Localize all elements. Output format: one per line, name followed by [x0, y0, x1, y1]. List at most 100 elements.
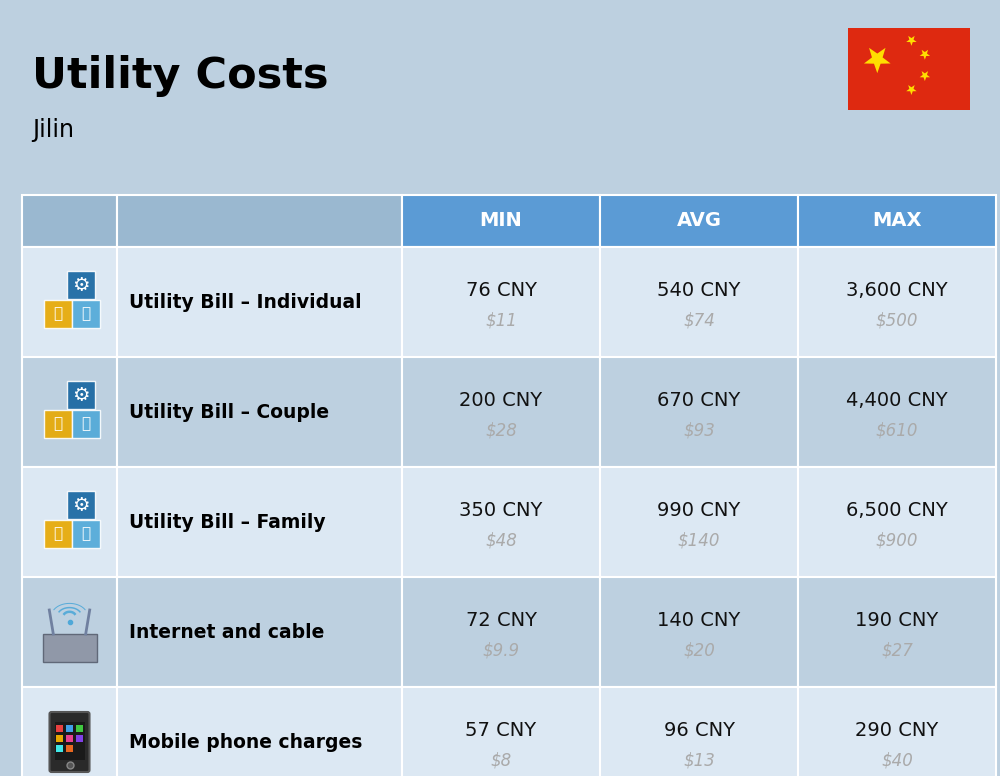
Text: 290 CNY: 290 CNY — [855, 720, 939, 740]
Text: ⚙: ⚙ — [72, 275, 89, 295]
Bar — [22, 247, 117, 357]
Polygon shape — [920, 71, 930, 81]
Bar — [42, 634, 96, 662]
Text: $48: $48 — [485, 531, 517, 549]
Text: 🔌: 🔌 — [54, 417, 63, 431]
Bar — [22, 195, 117, 247]
Text: $27: $27 — [881, 641, 913, 659]
Bar — [67, 491, 95, 519]
Bar — [56, 735, 63, 742]
Text: $13: $13 — [683, 751, 715, 769]
Text: 190 CNY: 190 CNY — [855, 611, 939, 629]
Text: MAX: MAX — [872, 212, 922, 230]
Text: 200 CNY: 200 CNY — [459, 390, 543, 410]
Bar — [117, 247, 402, 357]
Polygon shape — [906, 36, 917, 46]
Text: $610: $610 — [876, 421, 918, 439]
Bar — [402, 357, 600, 467]
Bar — [798, 687, 996, 776]
Bar — [402, 247, 600, 357]
Bar — [44, 300, 72, 328]
Bar — [798, 247, 996, 357]
Bar — [798, 195, 996, 247]
Bar — [67, 381, 95, 409]
Text: 3,600 CNY: 3,600 CNY — [846, 280, 948, 300]
Bar — [66, 725, 73, 732]
Bar — [22, 467, 117, 577]
Bar — [117, 687, 402, 776]
Bar — [600, 467, 798, 577]
Bar — [117, 577, 402, 687]
Text: $900: $900 — [876, 531, 918, 549]
Text: 140 CNY: 140 CNY — [657, 611, 741, 629]
Text: Jilin: Jilin — [32, 118, 74, 142]
Bar — [44, 520, 72, 548]
Text: $40: $40 — [881, 751, 913, 769]
Bar — [402, 195, 600, 247]
Text: ⚙: ⚙ — [72, 386, 89, 405]
Text: 990 CNY: 990 CNY — [657, 501, 741, 519]
Text: 🔧: 🔧 — [82, 307, 91, 321]
Text: 6,500 CNY: 6,500 CNY — [846, 501, 948, 519]
Bar — [56, 725, 63, 732]
Text: 🔧: 🔧 — [82, 526, 91, 542]
Text: 540 CNY: 540 CNY — [657, 280, 741, 300]
Text: $9.9: $9.9 — [482, 641, 520, 659]
Text: $8: $8 — [490, 751, 512, 769]
Bar — [848, 28, 970, 110]
Text: Utility Bill – Couple: Utility Bill – Couple — [129, 403, 329, 421]
Bar — [600, 247, 798, 357]
Text: 🔌: 🔌 — [54, 307, 63, 321]
Bar — [72, 300, 100, 328]
Text: $74: $74 — [683, 311, 715, 329]
Bar — [56, 744, 63, 751]
Bar — [67, 271, 95, 300]
Bar — [66, 735, 73, 742]
Text: 670 CNY: 670 CNY — [657, 390, 741, 410]
Bar — [117, 467, 402, 577]
Bar — [600, 357, 798, 467]
Text: 57 CNY: 57 CNY — [465, 720, 537, 740]
Bar — [76, 725, 83, 732]
Text: 96 CNY: 96 CNY — [664, 720, 734, 740]
Bar — [798, 467, 996, 577]
Text: AVG: AVG — [676, 212, 722, 230]
Text: $140: $140 — [678, 531, 720, 549]
Bar — [402, 467, 600, 577]
Text: MIN: MIN — [480, 212, 522, 230]
Bar — [600, 195, 798, 247]
Text: $28: $28 — [485, 421, 517, 439]
Bar — [72, 520, 100, 548]
Text: 72 CNY: 72 CNY — [466, 611, 536, 629]
Polygon shape — [906, 85, 917, 95]
Text: $93: $93 — [683, 421, 715, 439]
Bar — [72, 410, 100, 438]
Bar — [402, 687, 600, 776]
Text: 350 CNY: 350 CNY — [459, 501, 543, 519]
Bar — [600, 577, 798, 687]
Bar — [600, 687, 798, 776]
Text: $500: $500 — [876, 311, 918, 329]
Bar — [117, 195, 402, 247]
Bar — [66, 744, 73, 751]
Bar — [798, 357, 996, 467]
Bar — [117, 357, 402, 467]
Polygon shape — [920, 50, 930, 60]
Bar — [44, 410, 72, 438]
Bar — [22, 687, 117, 776]
FancyBboxPatch shape — [50, 712, 90, 772]
Bar — [22, 577, 117, 687]
Bar — [54, 722, 84, 760]
Text: Utility Costs: Utility Costs — [32, 55, 328, 97]
Text: 4,400 CNY: 4,400 CNY — [846, 390, 948, 410]
Bar — [798, 577, 996, 687]
Text: ⚙: ⚙ — [72, 496, 89, 514]
Bar — [76, 735, 83, 742]
Text: Utility Bill – Family: Utility Bill – Family — [129, 512, 326, 532]
Text: 🔌: 🔌 — [54, 526, 63, 542]
Text: Utility Bill – Individual: Utility Bill – Individual — [129, 293, 362, 311]
Bar — [402, 577, 600, 687]
Text: $11: $11 — [485, 311, 517, 329]
Text: Internet and cable: Internet and cable — [129, 622, 324, 642]
Polygon shape — [864, 48, 891, 73]
